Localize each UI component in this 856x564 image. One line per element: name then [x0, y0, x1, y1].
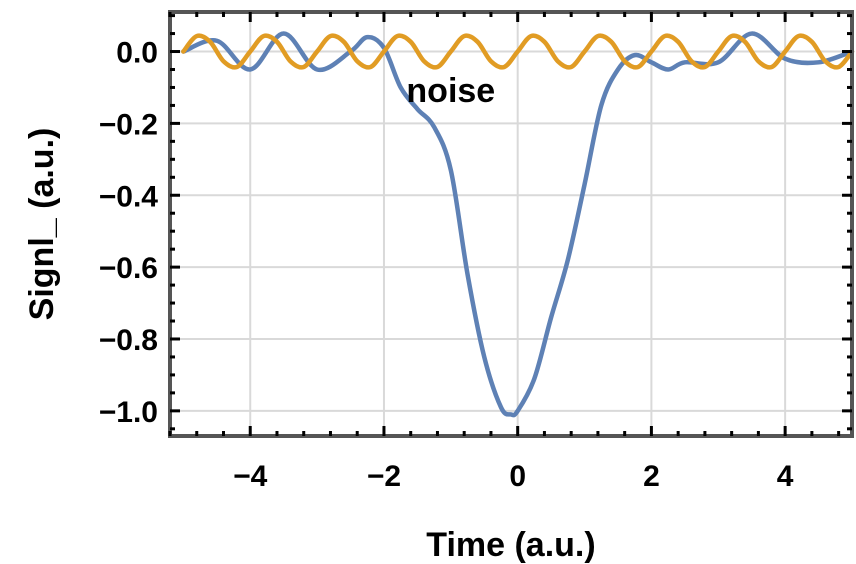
x-tick-label: 4 [777, 460, 794, 493]
series-layer [181, 31, 855, 418]
annotations: noise [406, 72, 495, 110]
y-tick-label: 0.0 [116, 37, 158, 70]
y-tick-label: −0.8 [99, 324, 158, 357]
grid [170, 12, 852, 436]
series-line-2 [181, 33, 855, 70]
x-tick-label: −2 [367, 460, 401, 493]
series-line-1 [181, 31, 855, 418]
plot-frame [168, 10, 854, 438]
y-axis-title: Signl_ (a.u.) [23, 128, 61, 321]
x-tick-labels: −4 −2 0 2 4 [233, 460, 794, 493]
frame-ticks [168, 12, 852, 436]
x-tick-label: 2 [643, 460, 660, 493]
x-tick-label: −4 [233, 460, 268, 493]
x-tick-label: 0 [509, 460, 526, 493]
y-tick-label: −0.2 [99, 108, 158, 141]
y-tick-label: −1.0 [99, 396, 158, 429]
y-tick-labels: 0.0 −0.2 −0.4 −0.6 −0.8 −1.0 [99, 37, 159, 429]
annotation-label: noise [406, 72, 495, 110]
y-tick-label: −0.6 [99, 252, 158, 285]
y-tick-label: −0.4 [99, 180, 159, 213]
x-axis-title: Time (a.u.) [426, 526, 595, 564]
